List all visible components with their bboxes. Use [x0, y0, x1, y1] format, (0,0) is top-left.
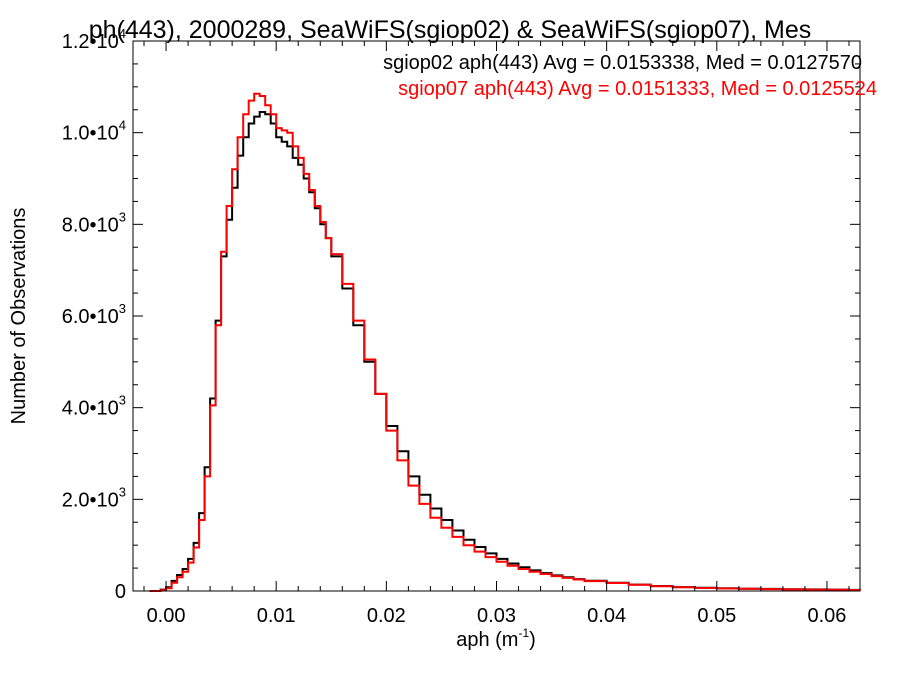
y-axis: 0 2.0•103 4.0•103 6.0•103 8.0•103 1.0•104 1.2•…	[62, 26, 860, 603]
x-tick-label: 0.06	[807, 605, 846, 627]
legend-entry-sgiop07: sgiop07 aph(443) Avg = 0.0151333, Med = …	[398, 78, 877, 100]
x-axis-label: aph (m-1)	[456, 626, 536, 651]
series-line-sgiop07	[149, 92, 861, 592]
y-axis-label: Number of Observations	[8, 208, 30, 425]
x-axis-label-base: aph (m	[456, 629, 518, 651]
series-line-sgiop02	[149, 111, 861, 592]
x-axis: 0.00 0.01 0.02 0.03 0.04 0.05 0.06	[143, 41, 850, 627]
plot-frame	[132, 40, 861, 592]
x-tick-label: 0.03	[477, 605, 516, 627]
chart-title: ph(443), 2000289, SeaWiFS(sgiop02) & Sea…	[89, 16, 812, 44]
legend: sgiop02 aph(443) Avg = 0.0153338, Med = …	[383, 52, 877, 100]
x-tick-label: 0.04	[587, 605, 626, 627]
x-tick-label: 0.00	[147, 605, 186, 627]
y-tick-label: 4.0•103	[62, 393, 126, 420]
x-tick-label: 0.05	[697, 605, 736, 627]
x-axis-label-exponent: -1	[518, 626, 529, 640]
y-tick-label: 0	[115, 581, 126, 603]
y-tick-label: 8.0•103	[62, 209, 126, 236]
x-tick-label: 0.01	[257, 605, 296, 627]
y-tick-label: 1.0•104	[62, 118, 126, 145]
y-tick-label: 6.0•103	[62, 301, 126, 328]
x-axis-label-tail: )	[529, 629, 536, 651]
y-tick-label: 1.2•104	[62, 26, 126, 53]
y-tick-label: 2.0•103	[62, 484, 126, 511]
legend-entry-sgiop02: sgiop02 aph(443) Avg = 0.0153338, Med = …	[383, 52, 862, 74]
series-layer	[149, 92, 861, 592]
x-tick-label: 0.02	[367, 605, 406, 627]
